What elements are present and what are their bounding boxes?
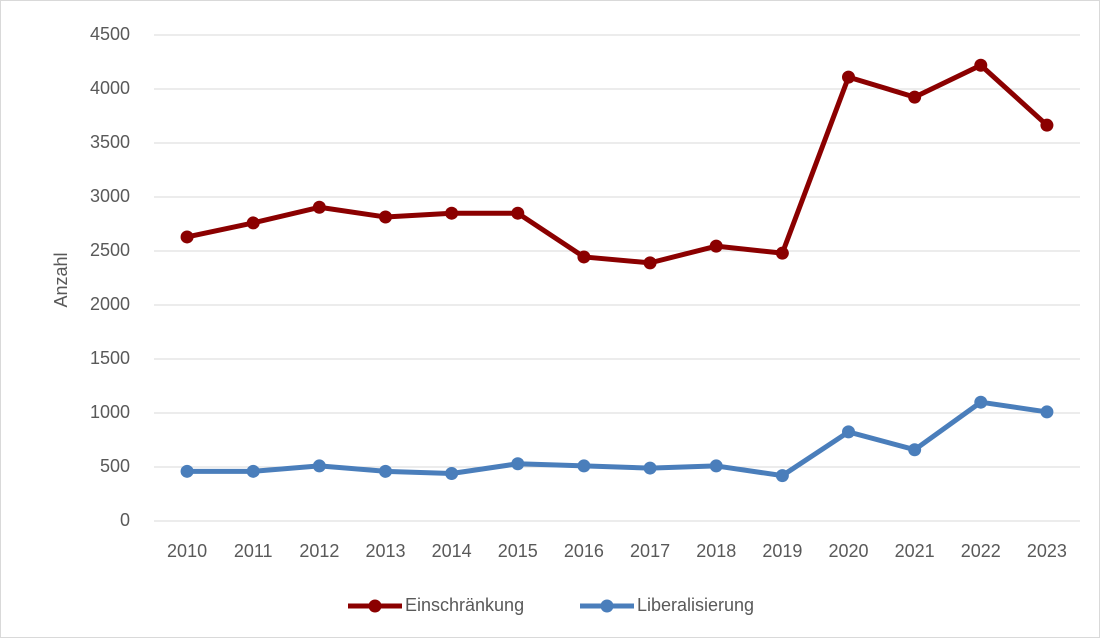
data-point bbox=[1040, 405, 1054, 419]
data-point bbox=[709, 459, 723, 473]
data-point bbox=[643, 256, 657, 270]
data-point bbox=[312, 200, 326, 214]
data-point bbox=[246, 216, 260, 230]
y-tick-label: 4500 bbox=[90, 24, 130, 44]
x-tick-label: 2012 bbox=[299, 541, 339, 561]
x-tick-label: 2015 bbox=[498, 541, 538, 561]
x-tick-label: 2017 bbox=[630, 541, 670, 561]
x-tick-label: 2010 bbox=[167, 541, 207, 561]
legend-label: Einschränkung bbox=[405, 595, 524, 615]
legend-label: Liberalisierung bbox=[637, 595, 754, 615]
data-point bbox=[709, 239, 723, 253]
data-point bbox=[379, 464, 392, 478]
legend-marker bbox=[600, 599, 614, 613]
y-tick-label: 1000 bbox=[90, 402, 130, 422]
data-point bbox=[379, 210, 392, 224]
data-point bbox=[842, 425, 855, 439]
data-point bbox=[908, 443, 922, 457]
data-point bbox=[246, 464, 260, 478]
y-tick-label: 3500 bbox=[90, 132, 130, 152]
y-tick-label: 4000 bbox=[90, 78, 130, 98]
x-tick-label: 2020 bbox=[828, 541, 868, 561]
data-point bbox=[974, 395, 988, 409]
data-point bbox=[775, 469, 789, 483]
x-tick-label: 2011 bbox=[234, 541, 273, 561]
data-point bbox=[908, 90, 922, 104]
data-point bbox=[511, 206, 525, 220]
x-tick-label: 2018 bbox=[696, 541, 736, 561]
y-tick-label: 2000 bbox=[90, 294, 130, 314]
x-tick-label: 2023 bbox=[1027, 541, 1067, 561]
x-tick-label: 2021 bbox=[895, 541, 935, 561]
y-tick-label: 1500 bbox=[90, 348, 130, 368]
data-point bbox=[842, 70, 855, 84]
y-tick-label: 0 bbox=[120, 510, 130, 530]
y-tick-label: 3000 bbox=[90, 186, 130, 206]
data-point bbox=[577, 250, 591, 264]
data-point bbox=[445, 206, 459, 220]
data-point bbox=[775, 246, 789, 260]
x-tick-label: 2019 bbox=[762, 541, 802, 561]
legend-marker bbox=[368, 599, 382, 613]
x-tick-label: 2013 bbox=[365, 541, 405, 561]
data-point bbox=[180, 230, 194, 244]
data-point bbox=[511, 457, 525, 471]
data-point bbox=[577, 459, 591, 473]
data-point bbox=[445, 466, 459, 480]
x-tick-label: 2022 bbox=[961, 541, 1001, 561]
x-tick-label: 2014 bbox=[432, 541, 472, 561]
series-line bbox=[186, 62, 1049, 266]
data-point bbox=[312, 459, 326, 473]
data-point bbox=[1040, 118, 1054, 132]
y-tick-label: 2500 bbox=[90, 240, 130, 260]
y-axis-label: Anzahl bbox=[51, 252, 71, 307]
data-point bbox=[643, 461, 657, 475]
data-point bbox=[974, 58, 988, 72]
x-tick-label: 2016 bbox=[564, 541, 604, 561]
data-point bbox=[180, 464, 194, 478]
series-line bbox=[187, 399, 1048, 479]
y-tick-label: 500 bbox=[100, 456, 130, 476]
